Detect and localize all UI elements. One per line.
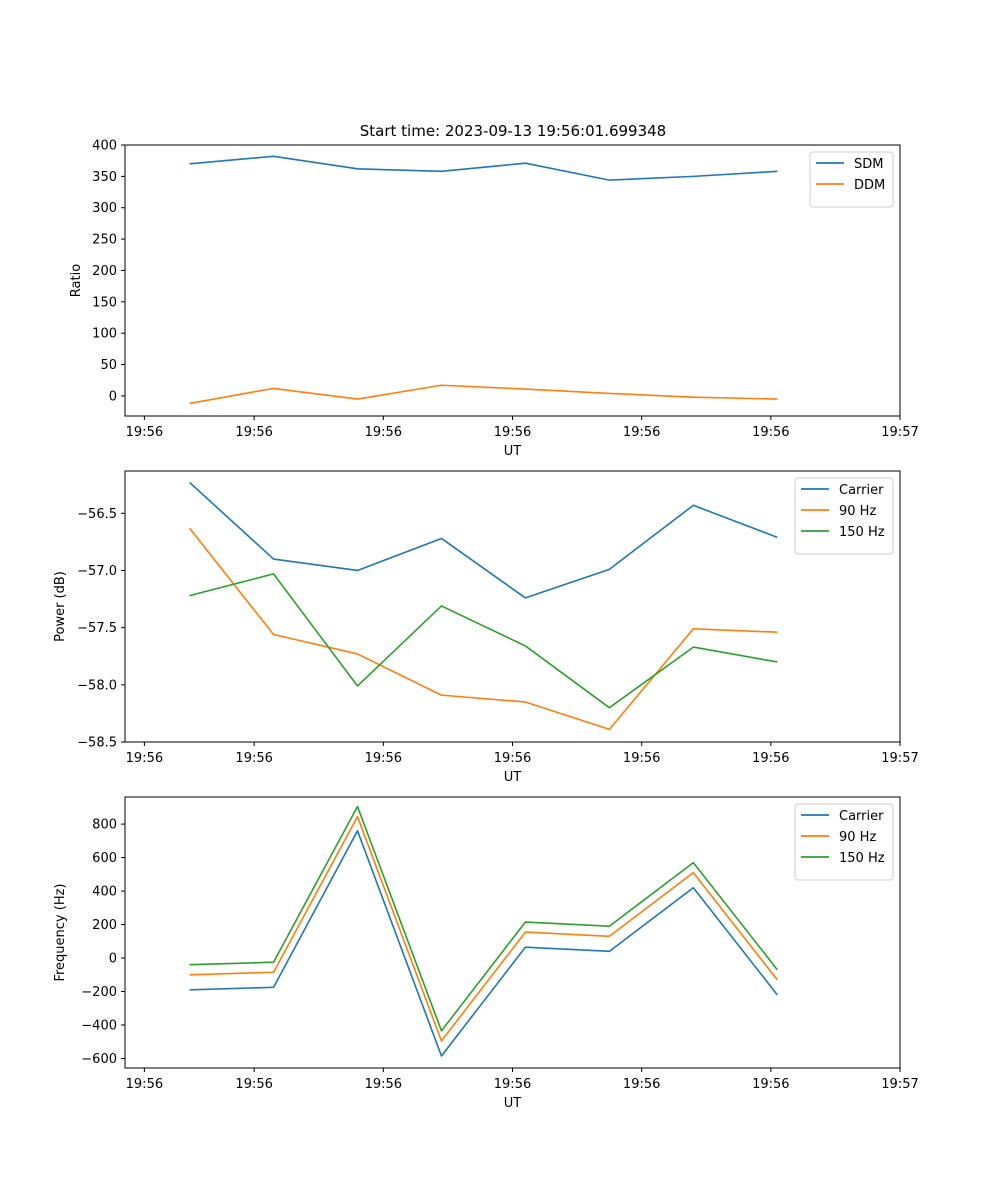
x-tick-label: 19:57 (881, 1077, 918, 1092)
y-axis-label: Ratio (69, 264, 84, 297)
x-tick-label: 19:56 (235, 425, 272, 440)
y-tick-label: 250 (92, 233, 117, 248)
legend: Carrier 90 Hz 150 Hz (794, 477, 894, 555)
y-axis-label: Frequency (Hz) (53, 883, 68, 981)
y-tick-label: 0 (109, 389, 117, 404)
x-tick-label: 19:56 (126, 1077, 163, 1092)
x-tick-label: 19:56 (365, 751, 402, 766)
x-tick-label: 19:57 (881, 425, 918, 440)
y-tick-label: 400 (92, 885, 117, 900)
ratio-panel: 19:56 19:56 19:56 19:56 19:56 19:56 19:57 0 50 10… (69, 139, 919, 460)
x-tick-label: 19:56 (365, 425, 402, 440)
x-axis-label: UT (504, 1096, 522, 1111)
x-tick-label: 19:56 (494, 751, 531, 766)
x-tick-label: 19:56 (494, 1077, 531, 1092)
x-tick-label: 19:56 (752, 425, 789, 440)
x-tick-label: 19:56 (752, 1077, 789, 1092)
series-line-carrier (189, 481, 778, 599)
y-tick-label: 400 (92, 139, 117, 154)
legend-box (809, 151, 894, 208)
series-line-ddm (189, 384, 778, 405)
y-tick-label: 300 (92, 201, 117, 216)
x-tick-label: 19:56 (752, 751, 789, 766)
y-tick-label: −57.5 (77, 621, 117, 636)
y-tick-label: 0 (109, 952, 117, 967)
legend-label: Carrier (839, 483, 884, 498)
y-tick-label: −58.0 (77, 678, 117, 693)
frequency-panel: 19:56 19:56 19:56 19:56 19:56 19:56 19:57 −600 −… (53, 796, 919, 1111)
y-tick-label: −58.5 (77, 736, 117, 751)
power-panel: 19:56 19:56 19:56 19:56 19:56 19:56 19:57 −58.5… (53, 470, 919, 785)
legend-label: 90 Hz (839, 830, 876, 845)
x-tick-label: 19:56 (623, 751, 660, 766)
series-line-carrier (189, 830, 778, 1057)
y-tick-label: 100 (92, 327, 117, 342)
legend-label: 150 Hz (839, 525, 885, 540)
x-tick-label: 19:56 (126, 751, 163, 766)
y-tick-label: −56.5 (77, 507, 117, 522)
x-axis-label: UT (504, 444, 522, 459)
y-tick-label: −200 (81, 985, 117, 1000)
x-tick-label: 19:56 (365, 1077, 402, 1092)
legend-label: 90 Hz (839, 504, 876, 519)
y-tick-label: 150 (92, 295, 117, 310)
series-line-sdm (189, 155, 778, 181)
series-line-90-hz (188, 527, 778, 731)
y-axis-label: Power (dB) (53, 571, 68, 642)
legend-box (794, 477, 894, 555)
legend-box (794, 803, 894, 881)
x-tick-label: 19:56 (235, 751, 272, 766)
y-tick-label: 350 (92, 170, 117, 185)
y-tick-label: 600 (92, 851, 117, 866)
y-tick-label: 200 (92, 264, 117, 279)
x-tick-label: 19:56 (494, 425, 531, 440)
x-axis-label: UT (504, 770, 522, 785)
x-tick-label: 19:56 (126, 425, 163, 440)
legend-label: Carrier (839, 809, 884, 824)
x-tick-label: 19:56 (235, 1077, 272, 1092)
figure-title: Start time: 2023-09-13 19:56:01.699348 (360, 122, 666, 140)
legend-label: SDM (854, 157, 883, 172)
legend: Carrier 90 Hz 150 Hz (794, 803, 894, 881)
y-tick-label: −57.0 (77, 564, 117, 579)
y-tick-label: 800 (92, 818, 117, 833)
y-tick-label: −600 (81, 1052, 117, 1067)
y-tick-label: −400 (81, 1018, 117, 1033)
series-line-150-hz (189, 573, 778, 709)
x-tick-label: 19:57 (881, 751, 918, 766)
legend-label: DDM (854, 178, 885, 193)
y-tick-label: 50 (100, 358, 117, 373)
legend: SDM DDM (809, 151, 894, 208)
series-line-90-hz (189, 815, 778, 1042)
x-tick-label: 19:56 (623, 1077, 660, 1092)
series-line-150-hz (189, 805, 778, 1032)
x-tick-label: 19:56 (623, 425, 660, 440)
legend-label: 150 Hz (839, 851, 885, 866)
y-tick-label: 200 (92, 918, 117, 933)
